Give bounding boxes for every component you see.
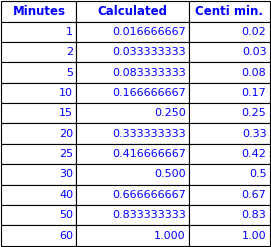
Text: 5: 5: [66, 68, 73, 78]
Text: 0.250: 0.250: [154, 108, 186, 118]
Text: 50: 50: [59, 210, 73, 220]
Text: 0.42: 0.42: [241, 149, 266, 159]
Bar: [1, 1, 76, 22]
Bar: [189, 103, 270, 124]
Bar: [1, 62, 76, 83]
Bar: [189, 164, 270, 185]
Bar: [76, 83, 189, 103]
Text: Centi min.: Centi min.: [195, 5, 263, 18]
Bar: [76, 164, 189, 185]
Bar: [189, 124, 270, 144]
Text: 0.666666667: 0.666666667: [112, 190, 186, 200]
Text: 20: 20: [59, 129, 73, 139]
Text: 10: 10: [59, 88, 73, 98]
Text: 1.000: 1.000: [154, 231, 186, 241]
Bar: [1, 205, 76, 226]
Bar: [76, 124, 189, 144]
Bar: [1, 164, 76, 185]
Text: 0.25: 0.25: [242, 108, 266, 118]
Text: 0.166666667: 0.166666667: [112, 88, 186, 98]
Bar: [189, 185, 270, 205]
Text: 0.033333333: 0.033333333: [112, 47, 186, 57]
Bar: [1, 225, 76, 246]
Bar: [1, 42, 76, 62]
Bar: [1, 185, 76, 205]
Bar: [189, 62, 270, 83]
Text: 15: 15: [59, 108, 73, 118]
Bar: [76, 185, 189, 205]
Bar: [76, 225, 189, 246]
Bar: [1, 144, 76, 164]
Text: 0.03: 0.03: [242, 47, 266, 57]
Text: Minutes: Minutes: [12, 5, 65, 18]
Bar: [1, 124, 76, 144]
Bar: [1, 22, 76, 42]
Text: 0.416666667: 0.416666667: [112, 149, 186, 159]
Bar: [189, 42, 270, 62]
Text: 60: 60: [59, 231, 73, 241]
Text: 0.5: 0.5: [249, 169, 266, 179]
Bar: [1, 83, 76, 103]
Bar: [189, 1, 270, 22]
Text: 0.333333333: 0.333333333: [112, 129, 186, 139]
Bar: [76, 62, 189, 83]
Text: 40: 40: [59, 190, 73, 200]
Bar: [189, 83, 270, 103]
Text: 2: 2: [66, 47, 73, 57]
Text: 1.00: 1.00: [242, 231, 266, 241]
Bar: [76, 22, 189, 42]
Bar: [189, 144, 270, 164]
Text: 0.17: 0.17: [242, 88, 266, 98]
Bar: [189, 205, 270, 226]
Text: 0.83: 0.83: [242, 210, 266, 220]
Text: 0.67: 0.67: [242, 190, 266, 200]
Text: 25: 25: [59, 149, 73, 159]
Bar: [76, 1, 189, 22]
Bar: [76, 144, 189, 164]
Bar: [1, 103, 76, 124]
Bar: [76, 205, 189, 226]
Text: 1: 1: [66, 27, 73, 37]
Text: 0.33: 0.33: [242, 129, 266, 139]
Text: 0.08: 0.08: [242, 68, 266, 78]
Text: 30: 30: [59, 169, 73, 179]
Bar: [189, 225, 270, 246]
Text: 0.500: 0.500: [154, 169, 186, 179]
Bar: [76, 42, 189, 62]
Text: 0.083333333: 0.083333333: [112, 68, 186, 78]
Text: 0.016666667: 0.016666667: [112, 27, 186, 37]
Text: 0.02: 0.02: [242, 27, 266, 37]
Bar: [76, 103, 189, 124]
Text: Calculated: Calculated: [98, 5, 168, 18]
Text: 0.833333333: 0.833333333: [112, 210, 186, 220]
Bar: [189, 22, 270, 42]
